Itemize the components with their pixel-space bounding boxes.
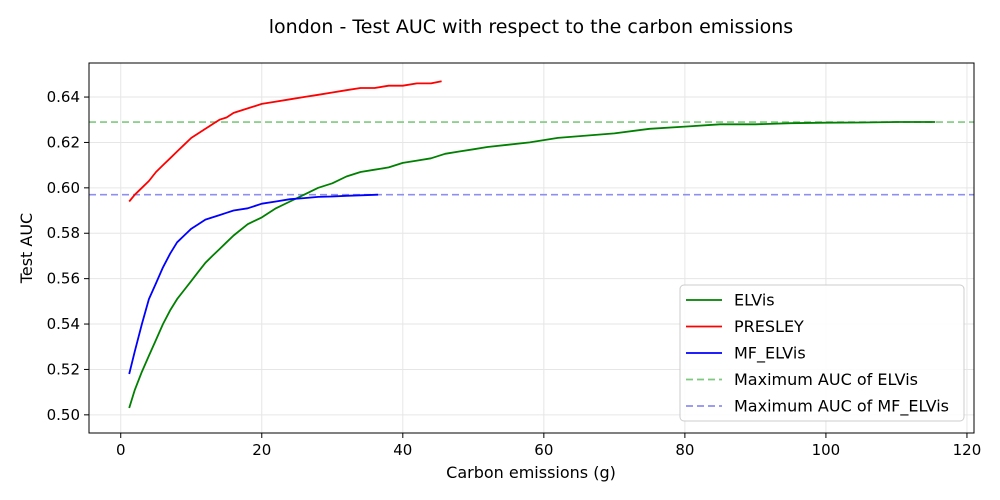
- y-tick-label: 0.60: [47, 179, 80, 197]
- chart-title: london - Test AUC with respect to the ca…: [269, 16, 793, 38]
- x-tick-label: 0: [116, 441, 126, 459]
- series-line-presley: [128, 80, 442, 203]
- reference-lines: [89, 121, 974, 196]
- legend: ELVis PRESLEY MF_ELVis Maximum AUC of ELVis…: [679, 284, 965, 422]
- legend-label: MF_ELVis: [734, 344, 806, 364]
- y-axis-ticks: 0.50 0.52 0.54 0.56 0.58 0.60 0.62 0.64: [47, 88, 89, 424]
- legend-label: Maximum AUC of MF_ELVis: [734, 397, 949, 417]
- x-tick-label: 60: [534, 441, 553, 459]
- y-tick-label: 0.64: [47, 88, 80, 106]
- y-tick-label: 0.52: [47, 360, 80, 378]
- series-line-mf-elvis: [128, 193, 379, 375]
- x-tick-label: 100: [812, 441, 841, 459]
- y-tick-label: 0.56: [47, 270, 80, 288]
- y-axis-label: Test AUC: [17, 213, 36, 284]
- series-lines: [128, 80, 936, 409]
- legend-label: Maximum AUC of ELVis: [734, 370, 918, 389]
- y-tick-label: 0.54: [47, 315, 80, 333]
- x-tick-label: 40: [393, 441, 412, 459]
- x-tick-label: 80: [675, 441, 694, 459]
- legend-label: ELVis: [734, 291, 775, 310]
- legend-label: PRESLEY: [734, 317, 804, 336]
- x-tick-label: 120: [953, 441, 982, 459]
- x-axis-ticks: 0 20 40 60 80 100 120: [116, 433, 981, 459]
- y-tick-label: 0.58: [47, 224, 80, 242]
- series-line-elvis: [128, 121, 936, 409]
- x-tick-label: 20: [252, 441, 271, 459]
- plot-frame: [88, 62, 975, 434]
- y-tick-label: 0.50: [47, 406, 80, 424]
- x-axis-label: Carbon emissions (g): [446, 463, 616, 482]
- legend-box: [679, 284, 965, 422]
- y-tick-label: 0.62: [47, 133, 80, 151]
